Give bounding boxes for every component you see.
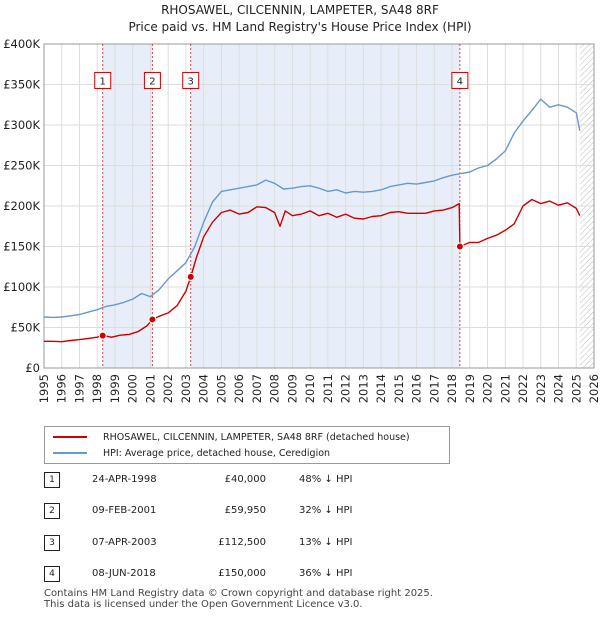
sale-number-badge: 2 [44, 503, 60, 519]
x-tick-label: 1996 [55, 374, 69, 403]
x-tick-label: 2010 [303, 374, 317, 403]
sale-row: 2 09-FEB-2001 £59,950 32% ↓ HPI [44, 501, 404, 521]
y-tick-label: £350K [3, 78, 40, 92]
sale-point [148, 315, 157, 324]
x-tick-label: 2002 [161, 374, 175, 403]
sale-row: 1 24-APR-1998 £40,000 48% ↓ HPI [44, 470, 404, 490]
y-tick-label: £200K [3, 199, 40, 213]
x-tick-label: 2014 [374, 374, 388, 403]
x-tick-label: 2025 [569, 374, 583, 403]
chart-title: RHOSAWEL, CILCENNIN, LAMPETER, SA48 8RF [161, 3, 439, 17]
x-tick-label: 2026 [587, 374, 600, 403]
sale-number-badge: 4 [44, 566, 60, 582]
x-tick-label: 2019 [463, 374, 477, 403]
sale-price: £40,000 [224, 474, 266, 485]
x-tick-label: 2001 [143, 374, 157, 403]
legend-label-property: RHOSAWEL, CILCENNIN, LAMPETER, SA48 8RF … [103, 431, 410, 443]
sale-label-box [143, 71, 161, 89]
x-tick-label: 2018 [445, 374, 459, 403]
sale-number-badge: 1 [44, 472, 60, 488]
sale-point [455, 242, 464, 251]
footer-line-2: This data is licensed under the Open Gov… [44, 599, 363, 610]
sale-date: 07-APR-2003 [92, 537, 157, 548]
x-tick-label: 2015 [392, 374, 406, 403]
sale-number-badge: 3 [44, 535, 60, 551]
x-tick-label: 1999 [108, 374, 122, 403]
sale-label-box [182, 71, 200, 89]
x-tick-label: 2023 [534, 374, 548, 403]
sale-label-number: 4 [457, 76, 463, 87]
sale-point [98, 331, 107, 340]
hpi-line-swatch [53, 452, 87, 454]
footer-attribution: Contains HM Land Registry data © Crown c… [44, 588, 433, 610]
x-tick-label: 1998 [90, 374, 104, 403]
x-tick-label: 2008 [268, 374, 282, 403]
x-tick-label: 2004 [197, 374, 211, 403]
x-tick-label: 2006 [232, 374, 246, 403]
legend: RHOSAWEL, CILCENNIN, LAMPETER, SA48 8RF … [44, 426, 450, 464]
hpi-line [43, 98, 581, 319]
y-tick-label: £100K [3, 280, 40, 294]
chart-subtitle: Price paid vs. HM Land Registry's House … [128, 20, 472, 34]
x-tick-label: 2017 [427, 374, 441, 403]
legend-item-hpi: HPI: Average price, detached house, Cere… [53, 446, 330, 460]
x-tick-label: 2021 [498, 374, 512, 403]
sale-price: £150,000 [218, 568, 266, 579]
legend-item-property: RHOSAWEL, CILCENNIN, LAMPETER, SA48 8RF … [53, 430, 410, 444]
sale-hpi-diff: 36% ↓ HPI [299, 568, 353, 579]
x-tick-label: 2013 [356, 374, 370, 403]
sale-hpi-diff: 48% ↓ HPI [299, 474, 353, 485]
sale-row: 4 08-JUN-2018 £150,000 36% ↓ HPI [44, 564, 404, 584]
y-tick-label: £400K [3, 37, 40, 51]
x-tick-label: 2016 [410, 374, 424, 403]
x-tick-label: 2024 [552, 374, 566, 403]
sale-date: 09-FEB-2001 [92, 505, 157, 516]
sale-label-box [451, 71, 469, 89]
sale-hpi-diff: 32% ↓ HPI [299, 505, 353, 516]
sale-price: £112,500 [218, 537, 266, 548]
plot-border [43, 43, 595, 369]
sale-label-box [94, 71, 112, 89]
x-tick-label: 2011 [321, 374, 335, 403]
x-tick-label: 2007 [250, 374, 264, 403]
x-tick-label: 2000 [126, 374, 140, 403]
property-line-swatch [53, 436, 87, 438]
x-tick-label: 2005 [214, 374, 228, 403]
sale-price: £59,950 [224, 505, 266, 516]
sale-date: 24-APR-1998 [92, 474, 157, 485]
legend-label-hpi: HPI: Average price, detached house, Cere… [103, 447, 331, 459]
price-chart: £0 £50K £100K £150K £200K £250K £300K £350K £400… [3, 37, 600, 403]
x-tick-label: 2012 [339, 374, 353, 403]
x-tick-label: 1997 [72, 374, 86, 403]
sale-date: 08-JUN-2018 [92, 568, 156, 579]
x-tick-label: 2003 [179, 374, 193, 403]
y-tick-label: £0 [25, 361, 40, 375]
sale-label-number: 1 [100, 76, 106, 87]
y-tick-label: £300K [3, 118, 40, 132]
sale-row: 3 07-APR-2003 £112,500 13% ↓ HPI [44, 533, 404, 553]
y-tick-label: £50K [11, 321, 41, 335]
y-tick-label: £250K [3, 159, 40, 173]
x-tick-label: 2020 [481, 374, 495, 403]
sale-point [186, 272, 195, 281]
y-tick-label: £150K [3, 240, 40, 254]
property-price-line [44, 198, 581, 343]
sale-label-number: 2 [149, 76, 155, 87]
x-tick-label: 2022 [516, 374, 530, 403]
sale-hpi-diff: 13% ↓ HPI [299, 537, 353, 548]
footer-line-1: Contains HM Land Registry data © Crown c… [44, 588, 433, 599]
x-tick-label: 2009 [285, 374, 299, 403]
sale-label-number: 3 [188, 76, 194, 87]
x-tick-label: 1995 [37, 374, 51, 403]
